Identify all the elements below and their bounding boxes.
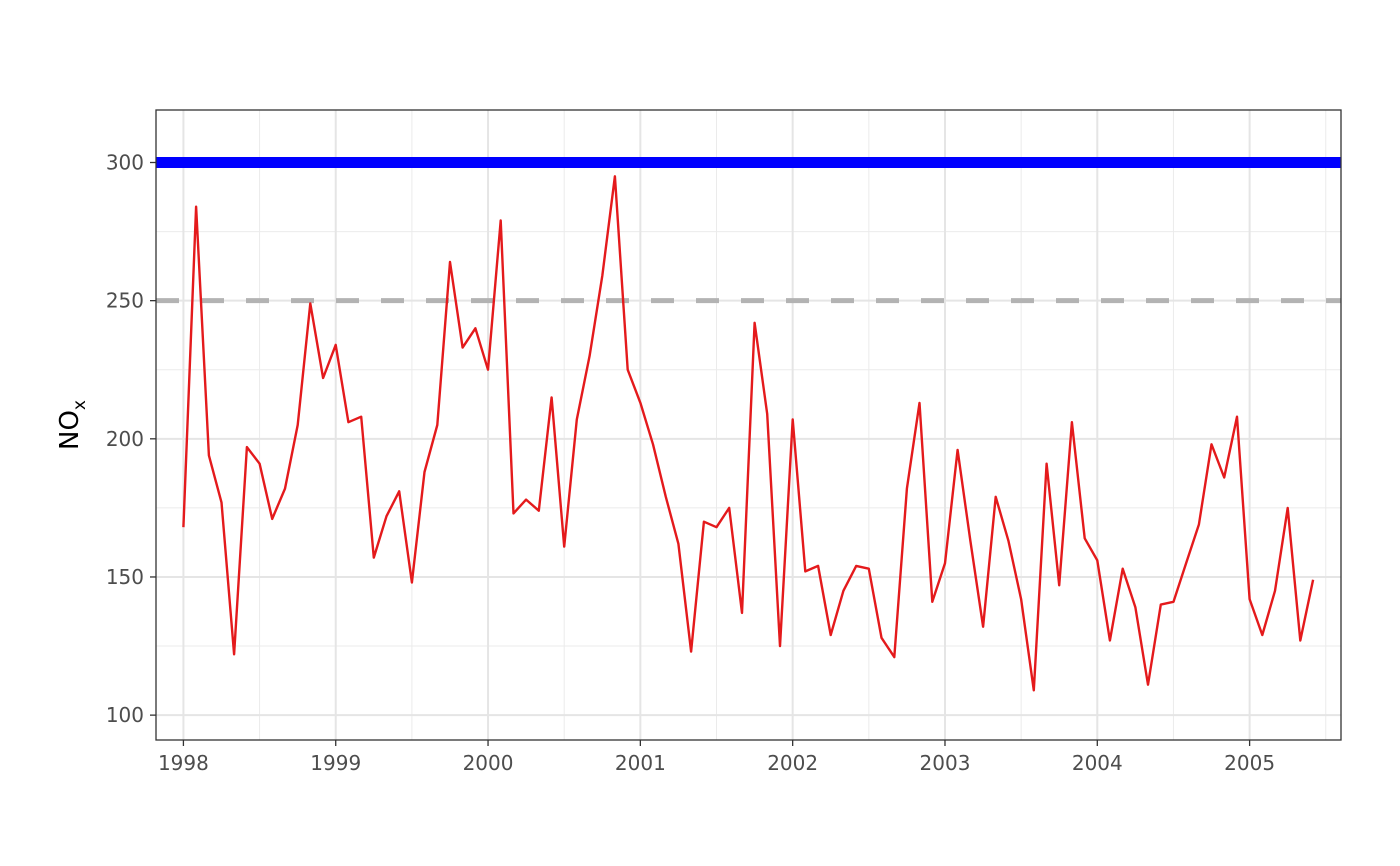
x-tick-label: 1999 [310,751,361,775]
x-tick-label: 2003 [920,751,971,775]
y-tick-label: 200 [106,427,144,451]
x-tick-label: 1998 [158,751,209,775]
x-tick-label: 2005 [1224,751,1275,775]
y-axis-title-subscript: x [70,400,90,410]
y-tick-label: 300 [106,151,144,175]
y-axis: 100 150 200 250 300 [106,151,156,727]
plot-background [156,110,1341,740]
x-tick-label: 2000 [463,751,514,775]
plot-border [155,109,1342,741]
series-line [182,175,1315,692]
y-axis-title-main: NO [55,410,85,450]
minor-gridlines [156,110,1341,740]
y-tick-label: 250 [106,289,144,313]
series-layer [182,175,1315,692]
x-tick-label: 2004 [1072,751,1123,775]
x-axis: 1998 1999 2000 2001 2002 2003 2004 2005 [158,740,1275,775]
y-axis-title: NOx [55,400,90,450]
x-tick-label: 2002 [767,751,818,775]
reference-lines [156,157,1341,304]
y-tick-label: 150 [106,565,144,589]
y-tick-label: 100 [106,703,144,727]
x-tick-label: 2001 [615,751,666,775]
